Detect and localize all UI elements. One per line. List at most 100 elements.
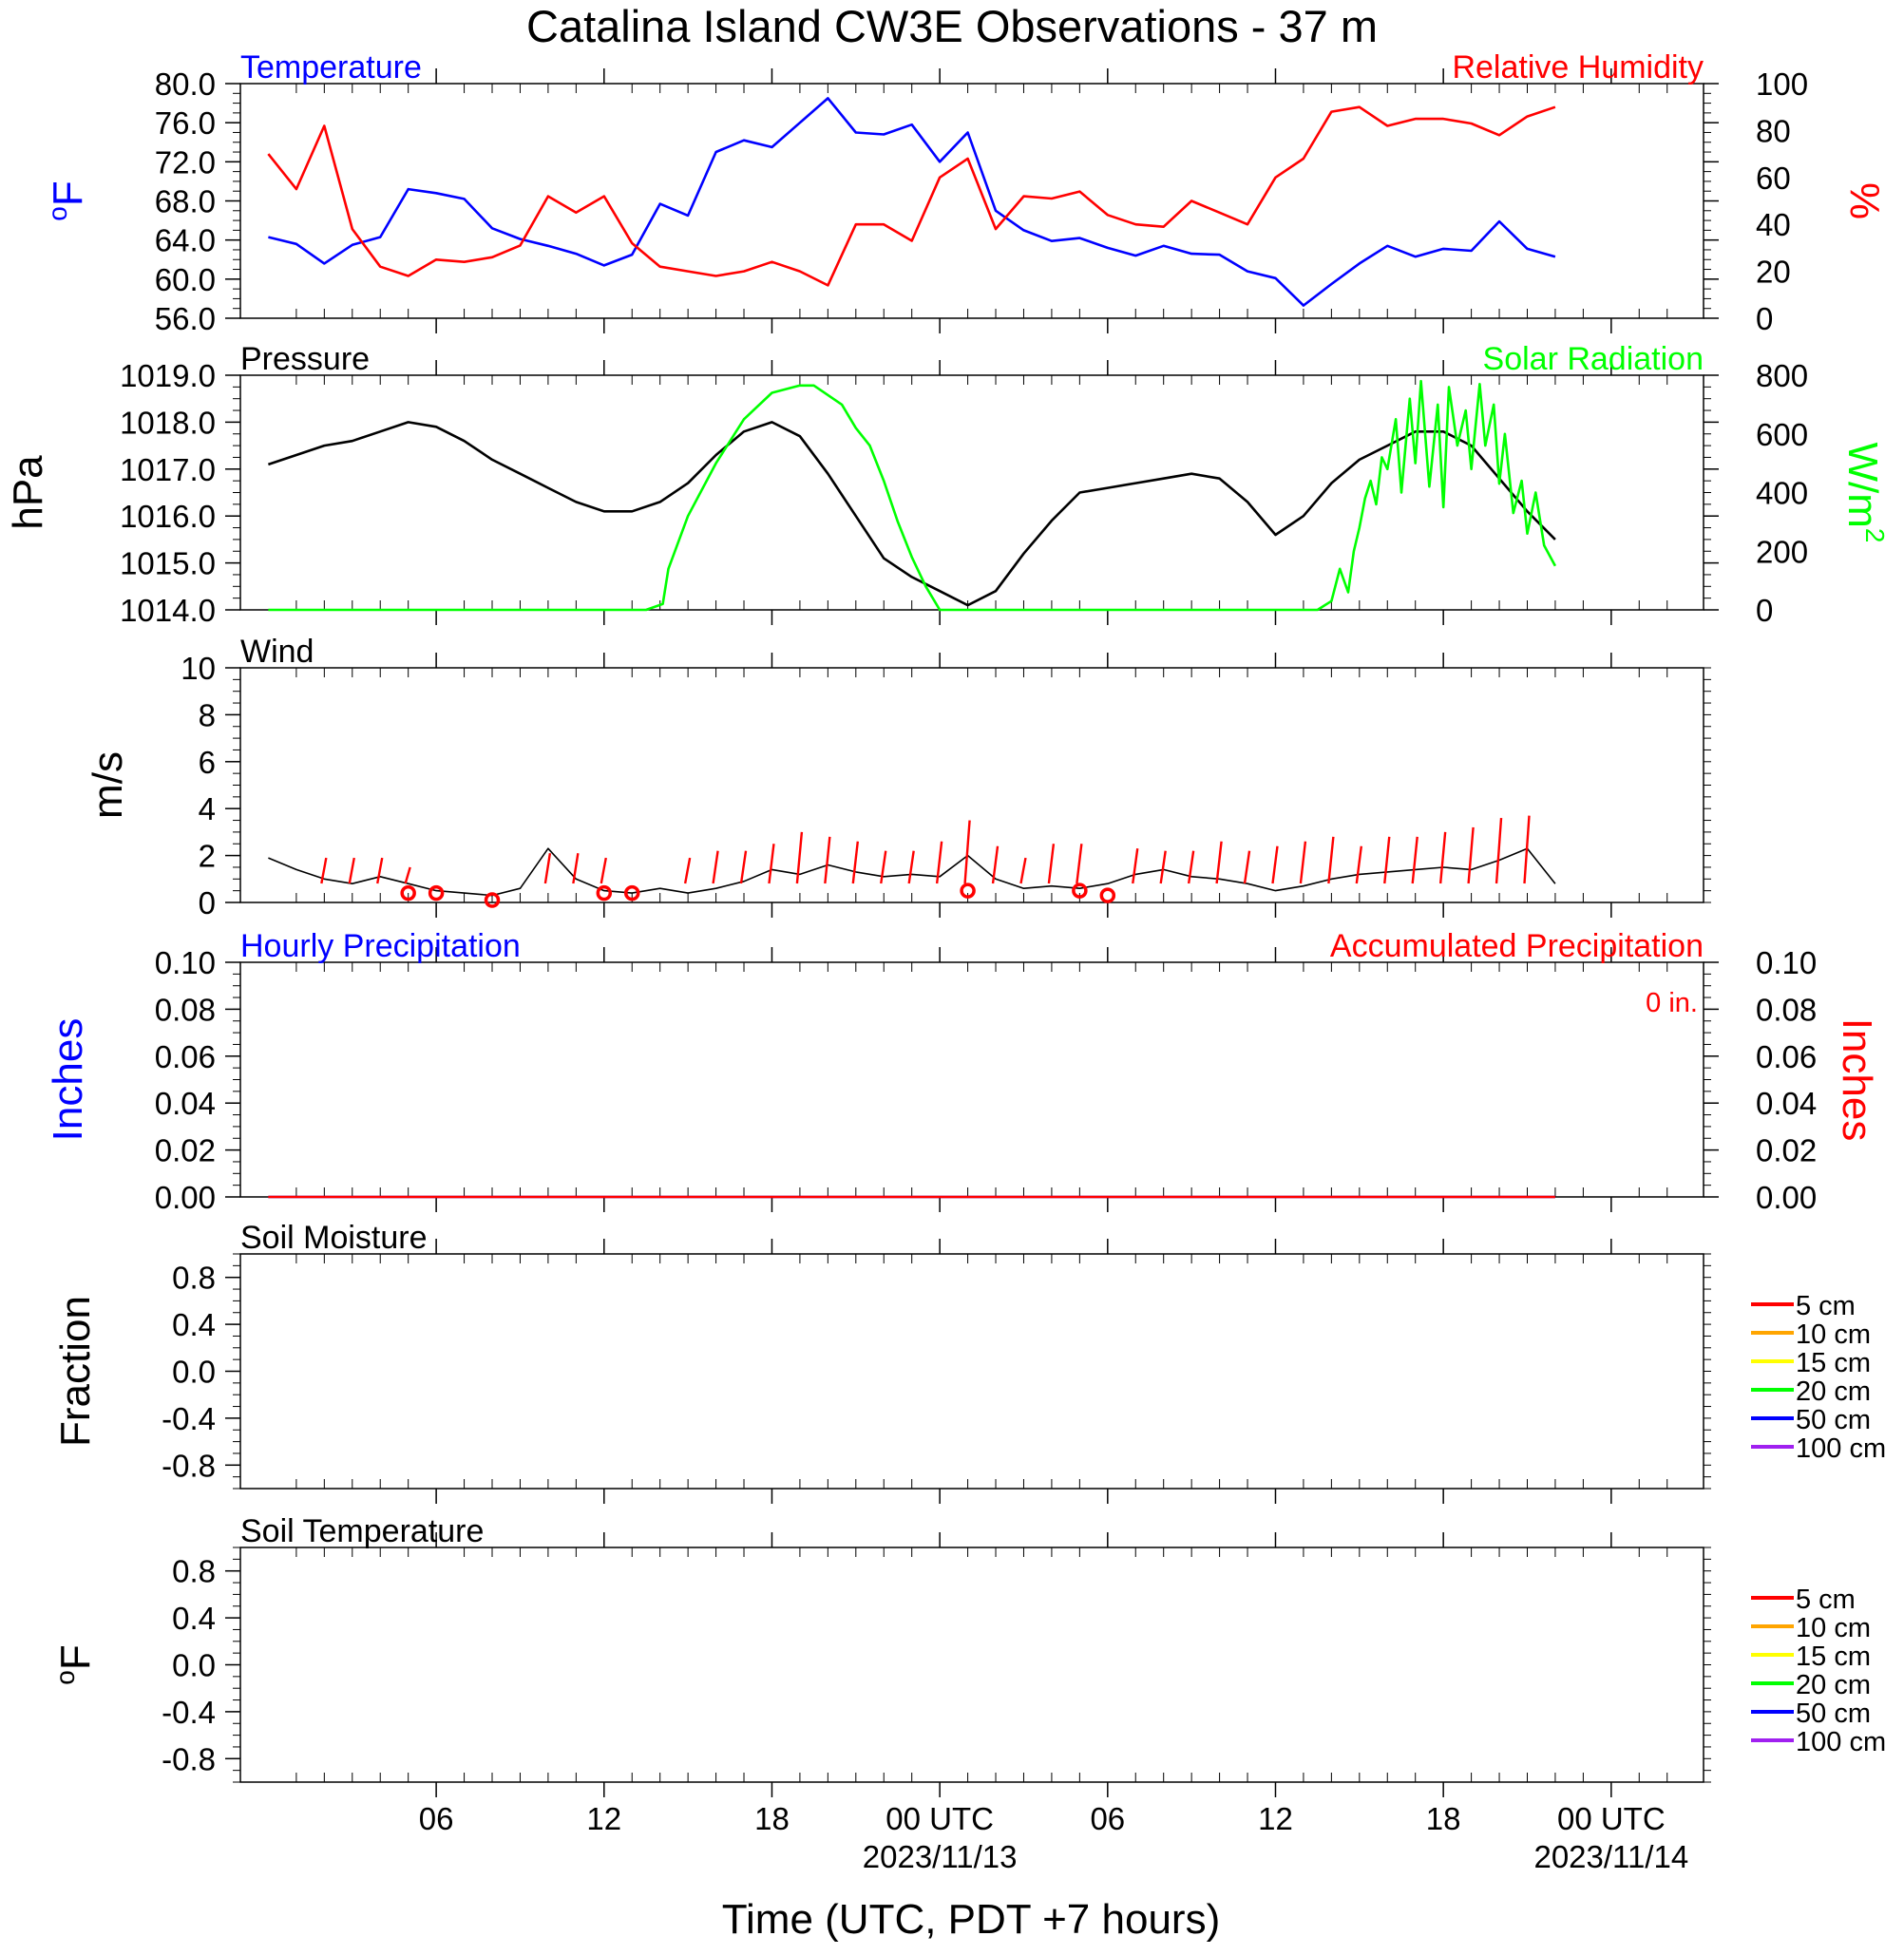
x-tick-label: 06: [419, 1801, 454, 1836]
soil_moisture-legend-label: 15 cm: [1796, 1348, 1871, 1378]
pressure_solar-y-tick-label: 1018.0: [120, 405, 216, 440]
wind-barb: [712, 850, 719, 884]
wind-series-wind-speed: [268, 847, 1556, 897]
wind-barb: [1383, 836, 1391, 884]
temp_rh-y-tick-label: 76.0: [155, 105, 216, 141]
temp_rh-y-tick-label: 56.0: [155, 301, 216, 336]
wind-barb: [1019, 857, 1027, 884]
unit-exponent: 2: [1860, 528, 1890, 543]
wind-barb: [683, 857, 692, 884]
precip-y2-tick-label: 0.02: [1756, 1133, 1817, 1168]
wind-barb: [739, 850, 748, 884]
soil_temp-y-tick-label: 0.8: [172, 1554, 216, 1589]
soil_moisture-frame: [239, 1253, 1704, 1490]
soil_moisture-y-tick-label: 0.0: [172, 1355, 216, 1390]
soil_moisture-title-left: Soil Moisture: [240, 1220, 428, 1256]
temp_rh-y-tick-label: 60.0: [155, 262, 216, 297]
soil_moisture-y-tick-label: -0.8: [162, 1448, 216, 1483]
unit-base: W/m: [1839, 443, 1886, 528]
wind-barb: [376, 857, 384, 884]
soil_moisture-legend-label: 100 cm: [1796, 1433, 1886, 1464]
pressure_solar-y-tick-label: 1015.0: [120, 546, 216, 581]
pressure_solar-frame: [239, 374, 1704, 611]
wind-barb: [795, 831, 804, 884]
wind-barb: [1159, 850, 1167, 884]
precip-y-tick-label: 0.08: [155, 992, 216, 1027]
unit-letter: F: [45, 180, 91, 206]
wind-barb: [320, 857, 328, 884]
pressure_solar-series-solar-radiation: [268, 379, 1557, 612]
pressure_solar-y2-tick-label: 400: [1756, 476, 1808, 511]
wind-barb: [880, 850, 887, 884]
calm-circle: [1099, 887, 1116, 903]
x-tick-label: 18: [754, 1801, 790, 1836]
x-axis-label: Time (UTC, PDT +7 hours): [722, 1896, 1220, 1943]
precip-y2-tick-label: 0.08: [1756, 992, 1817, 1027]
temp_rh-y2-tick-label: 40: [1756, 207, 1791, 242]
pressure_solar-title-right: Solar Radiation: [1483, 341, 1704, 377]
wind-barb: [1495, 817, 1503, 884]
temp_rh-frame: [239, 83, 1704, 319]
soil_temp-legend-label: 10 cm: [1796, 1613, 1871, 1643]
degree-superscript: o: [50, 1670, 80, 1685]
wind-barb: [404, 866, 411, 884]
temp_rh-title-left: Temperature: [240, 49, 422, 85]
temp_rh-y2-tick-label: 100: [1756, 66, 1808, 102]
precip-y2-tick-label: 0.10: [1756, 945, 1817, 980]
soil_temp-frame: [239, 1547, 1704, 1783]
wind-barb: [1467, 826, 1475, 884]
soil_temp-title-left: Soil Temperature: [240, 1513, 484, 1549]
x-tick-label: 12: [1258, 1801, 1293, 1836]
x-tick-label: 12: [586, 1801, 621, 1836]
wind-barb: [935, 841, 943, 884]
wind-title-left: Wind: [240, 634, 314, 670]
temp_rh-y-tick-label: 72.0: [155, 144, 216, 180]
wind-barb: [348, 857, 355, 884]
precip-y-tick-label: 0.00: [155, 1180, 216, 1215]
soil_moisture-legend-label: 50 cm: [1796, 1405, 1871, 1435]
temp_rh-series-temperature: [268, 97, 1556, 307]
calm-circle: [428, 884, 445, 902]
soil_moisture-y-tick-label: 0.4: [172, 1307, 216, 1342]
wind-y-tick-label: 4: [199, 791, 216, 826]
temp_rh-ylabel-left: oF: [43, 180, 91, 220]
pressure_solar-y2-tick-label: 200: [1756, 534, 1808, 569]
pressure_solar-y2-tick-label: 800: [1756, 358, 1808, 393]
precip-y2-tick-label: 0.06: [1756, 1039, 1817, 1074]
wind-barb: [1132, 848, 1139, 884]
wind-barb: [824, 836, 831, 884]
wind-barb: [1299, 841, 1307, 884]
precip-y-tick-label: 0.02: [155, 1133, 216, 1168]
soil_moisture-legend-label: 20 cm: [1796, 1376, 1871, 1407]
wind-y-tick-label: 2: [199, 839, 216, 874]
wind-y-tick-label: 10: [181, 651, 216, 686]
pressure_solar-ylabel-left: hPa: [5, 455, 51, 530]
wind-barb: [1523, 815, 1531, 884]
pressure_solar-y2-tick-label: 600: [1756, 417, 1808, 452]
precip-y-tick-label: 0.10: [155, 945, 216, 980]
pressure_solar-title-left: Pressure: [240, 341, 370, 377]
x-date-label: 2023/11/13: [863, 1839, 1018, 1874]
soil_temp-legend-label: 15 cm: [1796, 1642, 1871, 1672]
wind-barb: [963, 820, 971, 884]
wind-barb: [1243, 850, 1251, 884]
wind-barb: [1271, 845, 1279, 884]
chart-title: Catalina Island CW3E Observations - 37 m: [526, 1, 1378, 51]
soil_temp-y-tick-label: 0.0: [172, 1648, 216, 1683]
pressure_solar-ylabel-right: W/m2: [1839, 443, 1890, 543]
soil_moisture-y-tick-label: 0.8: [172, 1261, 216, 1296]
wind-barb: [1411, 836, 1418, 884]
pressure_solar-y-tick-label: 1019.0: [120, 358, 216, 393]
temp_rh-y-tick-label: 80.0: [155, 66, 216, 102]
temp_rh-title-right: Relative Humidity: [1452, 49, 1704, 85]
wind-barb: [572, 852, 580, 884]
pressure_solar-series-pressure: [267, 421, 1556, 607]
wind-barb: [1047, 844, 1056, 884]
calm-circle: [623, 884, 640, 902]
temp_rh-y-tick-label: 64.0: [155, 223, 216, 258]
soil_moisture-y-tick-label: -0.4: [162, 1401, 216, 1436]
wind-barb: [1327, 836, 1335, 884]
soil_temp-legend-label: 100 cm: [1796, 1727, 1886, 1757]
precip-annotation: 0 in.: [1646, 988, 1698, 1018]
